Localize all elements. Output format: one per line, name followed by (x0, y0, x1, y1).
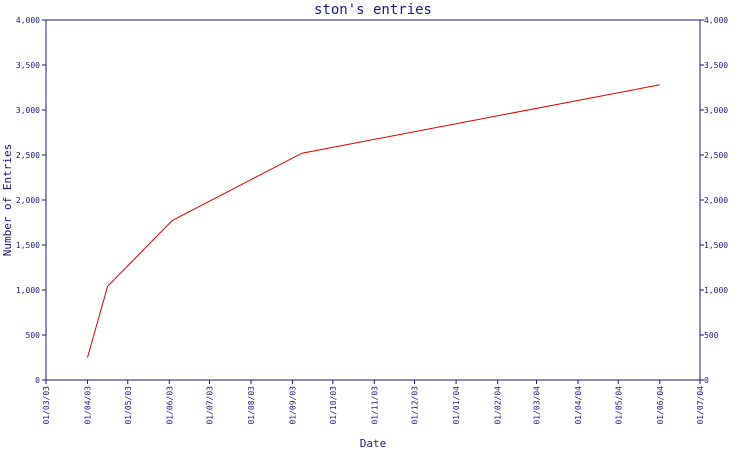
y-tick-label-right: 2,000 (704, 196, 728, 205)
y-axis-right-ticks: 0 500 1,000 1,500 2,000 2,500 3,000 3,500 4,000 (700, 16, 728, 385)
y-tick-label-left: 4,000 (16, 16, 40, 25)
x-tick-label: 01/11/03 (370, 386, 379, 425)
y-tick-label-left: 1,000 (16, 286, 40, 295)
y-axis-left-ticks: 0 500 1,000 1,500 2,000 2,500 3,000 3,500 4,000 (16, 16, 46, 385)
x-tick-label: 01/01/04 (452, 386, 461, 425)
x-tick-label: 01/05/03 (124, 386, 133, 425)
x-tick-label: 01/04/04 (574, 386, 583, 425)
x-axis-ticks: 01/03/03 01/04/03 01/05/03 01/06/03 01/07/03… (42, 380, 705, 425)
y-tick-label-right: 4,000 (704, 16, 728, 25)
y-tick-label-left: 500 (26, 331, 41, 340)
series-line (87, 84, 660, 358)
x-tick-label: 01/10/03 (329, 386, 338, 425)
series-group (87, 84, 660, 358)
y-tick-label-left: 2,500 (16, 151, 40, 160)
x-tick-label: 01/04/03 (84, 386, 93, 425)
x-tick-label: 01/02/04 (494, 386, 503, 425)
x-tick-label: 01/08/03 (247, 386, 256, 425)
y-tick-label-right: 500 (704, 331, 719, 340)
x-tick-label: 01/03/03 (42, 386, 51, 425)
y-tick-label-right: 2,500 (704, 151, 728, 160)
x-axis-title: Date (360, 437, 387, 450)
y-axis-title: Number of Entries (1, 144, 14, 257)
y-tick-label-right: 3,500 (704, 61, 728, 70)
x-tick-label: 01/05/04 (614, 386, 623, 425)
y-tick-label-left: 2,000 (16, 196, 40, 205)
x-tick-label: 01/07/04 (696, 386, 705, 425)
x-tick-label: 01/09/03 (289, 386, 298, 425)
y-tick-label-right: 0 (704, 376, 709, 385)
y-tick-label-left: 3,000 (16, 106, 40, 115)
y-tick-label-right: 1,500 (704, 241, 728, 250)
x-tick-label: 01/06/03 (165, 386, 174, 425)
y-tick-label-left: 0 (35, 376, 40, 385)
y-tick-label-left: 1,500 (16, 241, 40, 250)
chart-title: ston's entries (314, 2, 432, 18)
y-tick-label-left: 3,500 (16, 61, 40, 70)
x-tick-label: 01/07/03 (206, 386, 215, 425)
x-tick-label: 01/06/04 (656, 386, 665, 425)
x-tick-label: 01/03/04 (533, 386, 542, 425)
y-tick-label-right: 3,000 (704, 106, 728, 115)
x-tick-label: 01/12/03 (411, 386, 420, 425)
y-tick-label-right: 1,000 (704, 286, 728, 295)
